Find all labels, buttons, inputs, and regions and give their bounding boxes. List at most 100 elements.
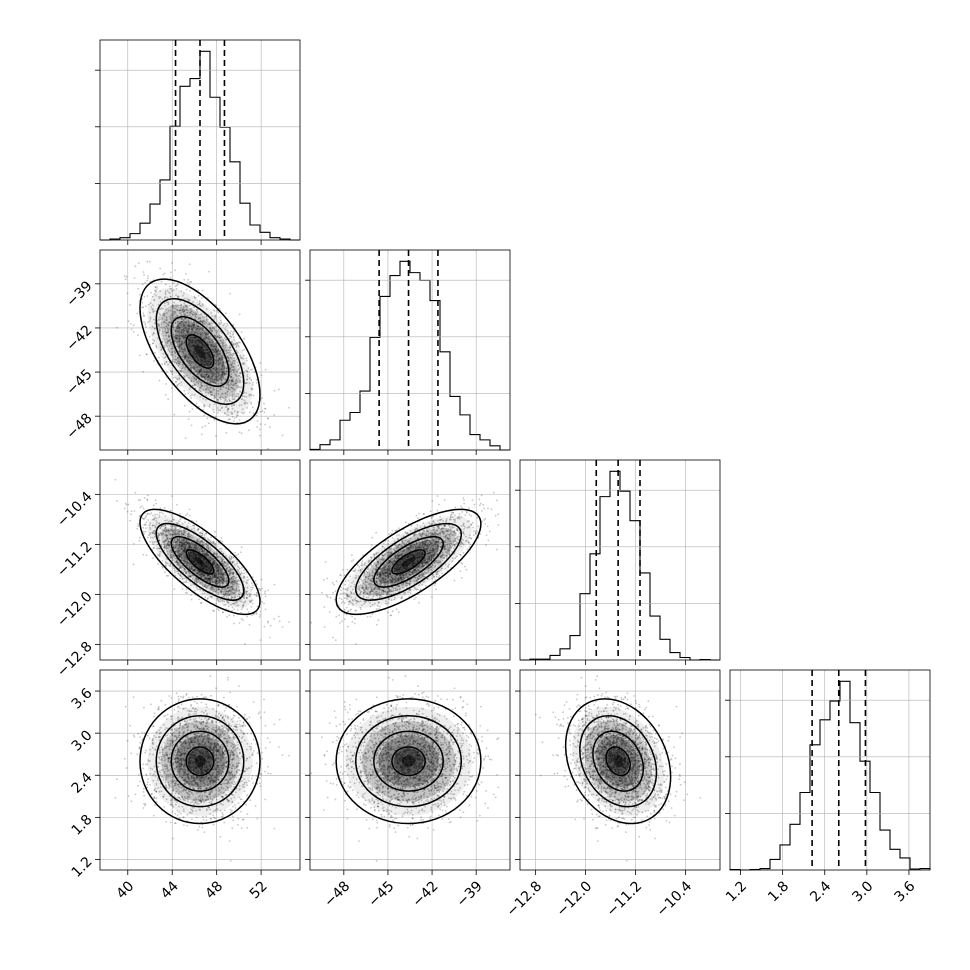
sample-point bbox=[246, 616, 248, 618]
sample-point bbox=[261, 579, 263, 581]
sample-point bbox=[147, 519, 149, 521]
sample-point bbox=[256, 379, 258, 381]
sample-point bbox=[226, 323, 228, 325]
sample-point bbox=[161, 363, 163, 365]
sample-point bbox=[241, 432, 243, 434]
sample-point bbox=[218, 610, 220, 612]
sample-point bbox=[150, 292, 152, 294]
sample-point bbox=[159, 268, 161, 270]
sample-point bbox=[145, 524, 147, 526]
sample-point bbox=[176, 504, 178, 506]
sample-point bbox=[157, 563, 159, 565]
sample-point bbox=[219, 316, 221, 318]
sample-point bbox=[278, 389, 280, 391]
sample-point bbox=[159, 556, 161, 558]
sample-point bbox=[203, 415, 205, 417]
sample-point bbox=[190, 397, 192, 399]
sample-point bbox=[153, 547, 155, 549]
sample-point bbox=[143, 271, 145, 273]
sample-point bbox=[155, 290, 157, 292]
sample-point bbox=[159, 512, 161, 514]
sample-point bbox=[264, 590, 266, 592]
sample-point bbox=[141, 302, 143, 304]
tick-label-y: −39 bbox=[63, 278, 95, 310]
sample-point bbox=[140, 507, 142, 509]
sample-point bbox=[129, 304, 131, 306]
sample-point bbox=[184, 393, 186, 395]
sample-point bbox=[254, 371, 256, 373]
sample-point bbox=[256, 415, 258, 417]
sample-point bbox=[171, 515, 173, 517]
sample-point bbox=[189, 515, 191, 517]
sample-point bbox=[173, 414, 175, 416]
sample-point bbox=[167, 398, 169, 400]
sample-point bbox=[263, 403, 265, 405]
sample-point bbox=[274, 584, 276, 586]
sample-point bbox=[177, 383, 179, 385]
sample-point bbox=[166, 575, 168, 577]
sample-point bbox=[126, 276, 128, 278]
sample-point bbox=[278, 616, 280, 618]
sample-point bbox=[189, 281, 191, 283]
sample-point bbox=[213, 309, 215, 311]
sample-point bbox=[207, 598, 209, 600]
sample-point bbox=[288, 621, 290, 623]
sample-point bbox=[252, 382, 254, 384]
sample-point bbox=[125, 278, 127, 280]
sample-point bbox=[170, 277, 172, 279]
sample-point bbox=[188, 522, 190, 524]
sample-point bbox=[152, 515, 154, 517]
sample-point bbox=[159, 507, 161, 509]
sample-point bbox=[265, 369, 267, 371]
sample-point bbox=[234, 417, 236, 419]
sample-point bbox=[261, 601, 263, 603]
sample-point bbox=[133, 543, 135, 545]
sample-point bbox=[204, 425, 206, 427]
sample-point bbox=[149, 261, 151, 263]
sample-point bbox=[200, 602, 202, 604]
sample-point bbox=[239, 431, 241, 433]
sample-point bbox=[236, 416, 238, 418]
sample-point bbox=[267, 448, 269, 450]
sample-point bbox=[156, 514, 158, 516]
sample-point bbox=[261, 374, 263, 376]
sample-point bbox=[260, 423, 262, 425]
sample-point bbox=[263, 603, 265, 605]
sample-point bbox=[239, 419, 241, 421]
sample-point bbox=[196, 403, 198, 405]
sample-point bbox=[259, 614, 261, 616]
sample-point bbox=[264, 408, 266, 410]
tick-label-y: −42 bbox=[63, 322, 95, 354]
sample-point bbox=[149, 513, 151, 515]
sample-point bbox=[246, 576, 248, 578]
sample-point bbox=[253, 412, 255, 414]
sample-point bbox=[161, 566, 163, 568]
sample-point bbox=[145, 305, 147, 307]
sample-point bbox=[197, 289, 199, 291]
sample-point bbox=[241, 608, 243, 610]
sample-point bbox=[133, 564, 135, 566]
sample-point bbox=[249, 411, 251, 413]
sample-point bbox=[191, 408, 193, 410]
sample-point bbox=[161, 281, 163, 283]
sample-point bbox=[153, 504, 155, 506]
sample-point bbox=[184, 405, 186, 407]
sample-point bbox=[260, 611, 262, 613]
sample-point bbox=[159, 380, 161, 382]
sample-point bbox=[274, 390, 276, 392]
sample-point bbox=[233, 331, 235, 333]
sample-point bbox=[210, 537, 212, 539]
sample-point bbox=[142, 307, 144, 309]
sample-point bbox=[156, 286, 158, 288]
sample-point bbox=[205, 596, 207, 598]
sample-point bbox=[142, 554, 144, 556]
sample-point bbox=[261, 410, 263, 412]
sample-point bbox=[135, 492, 137, 494]
sample-point bbox=[264, 626, 266, 628]
sample-point bbox=[259, 429, 261, 431]
sample-point bbox=[237, 414, 239, 416]
hist-panel-0 bbox=[95, 40, 300, 245]
sample-point bbox=[146, 280, 148, 282]
sample-point bbox=[201, 426, 203, 428]
